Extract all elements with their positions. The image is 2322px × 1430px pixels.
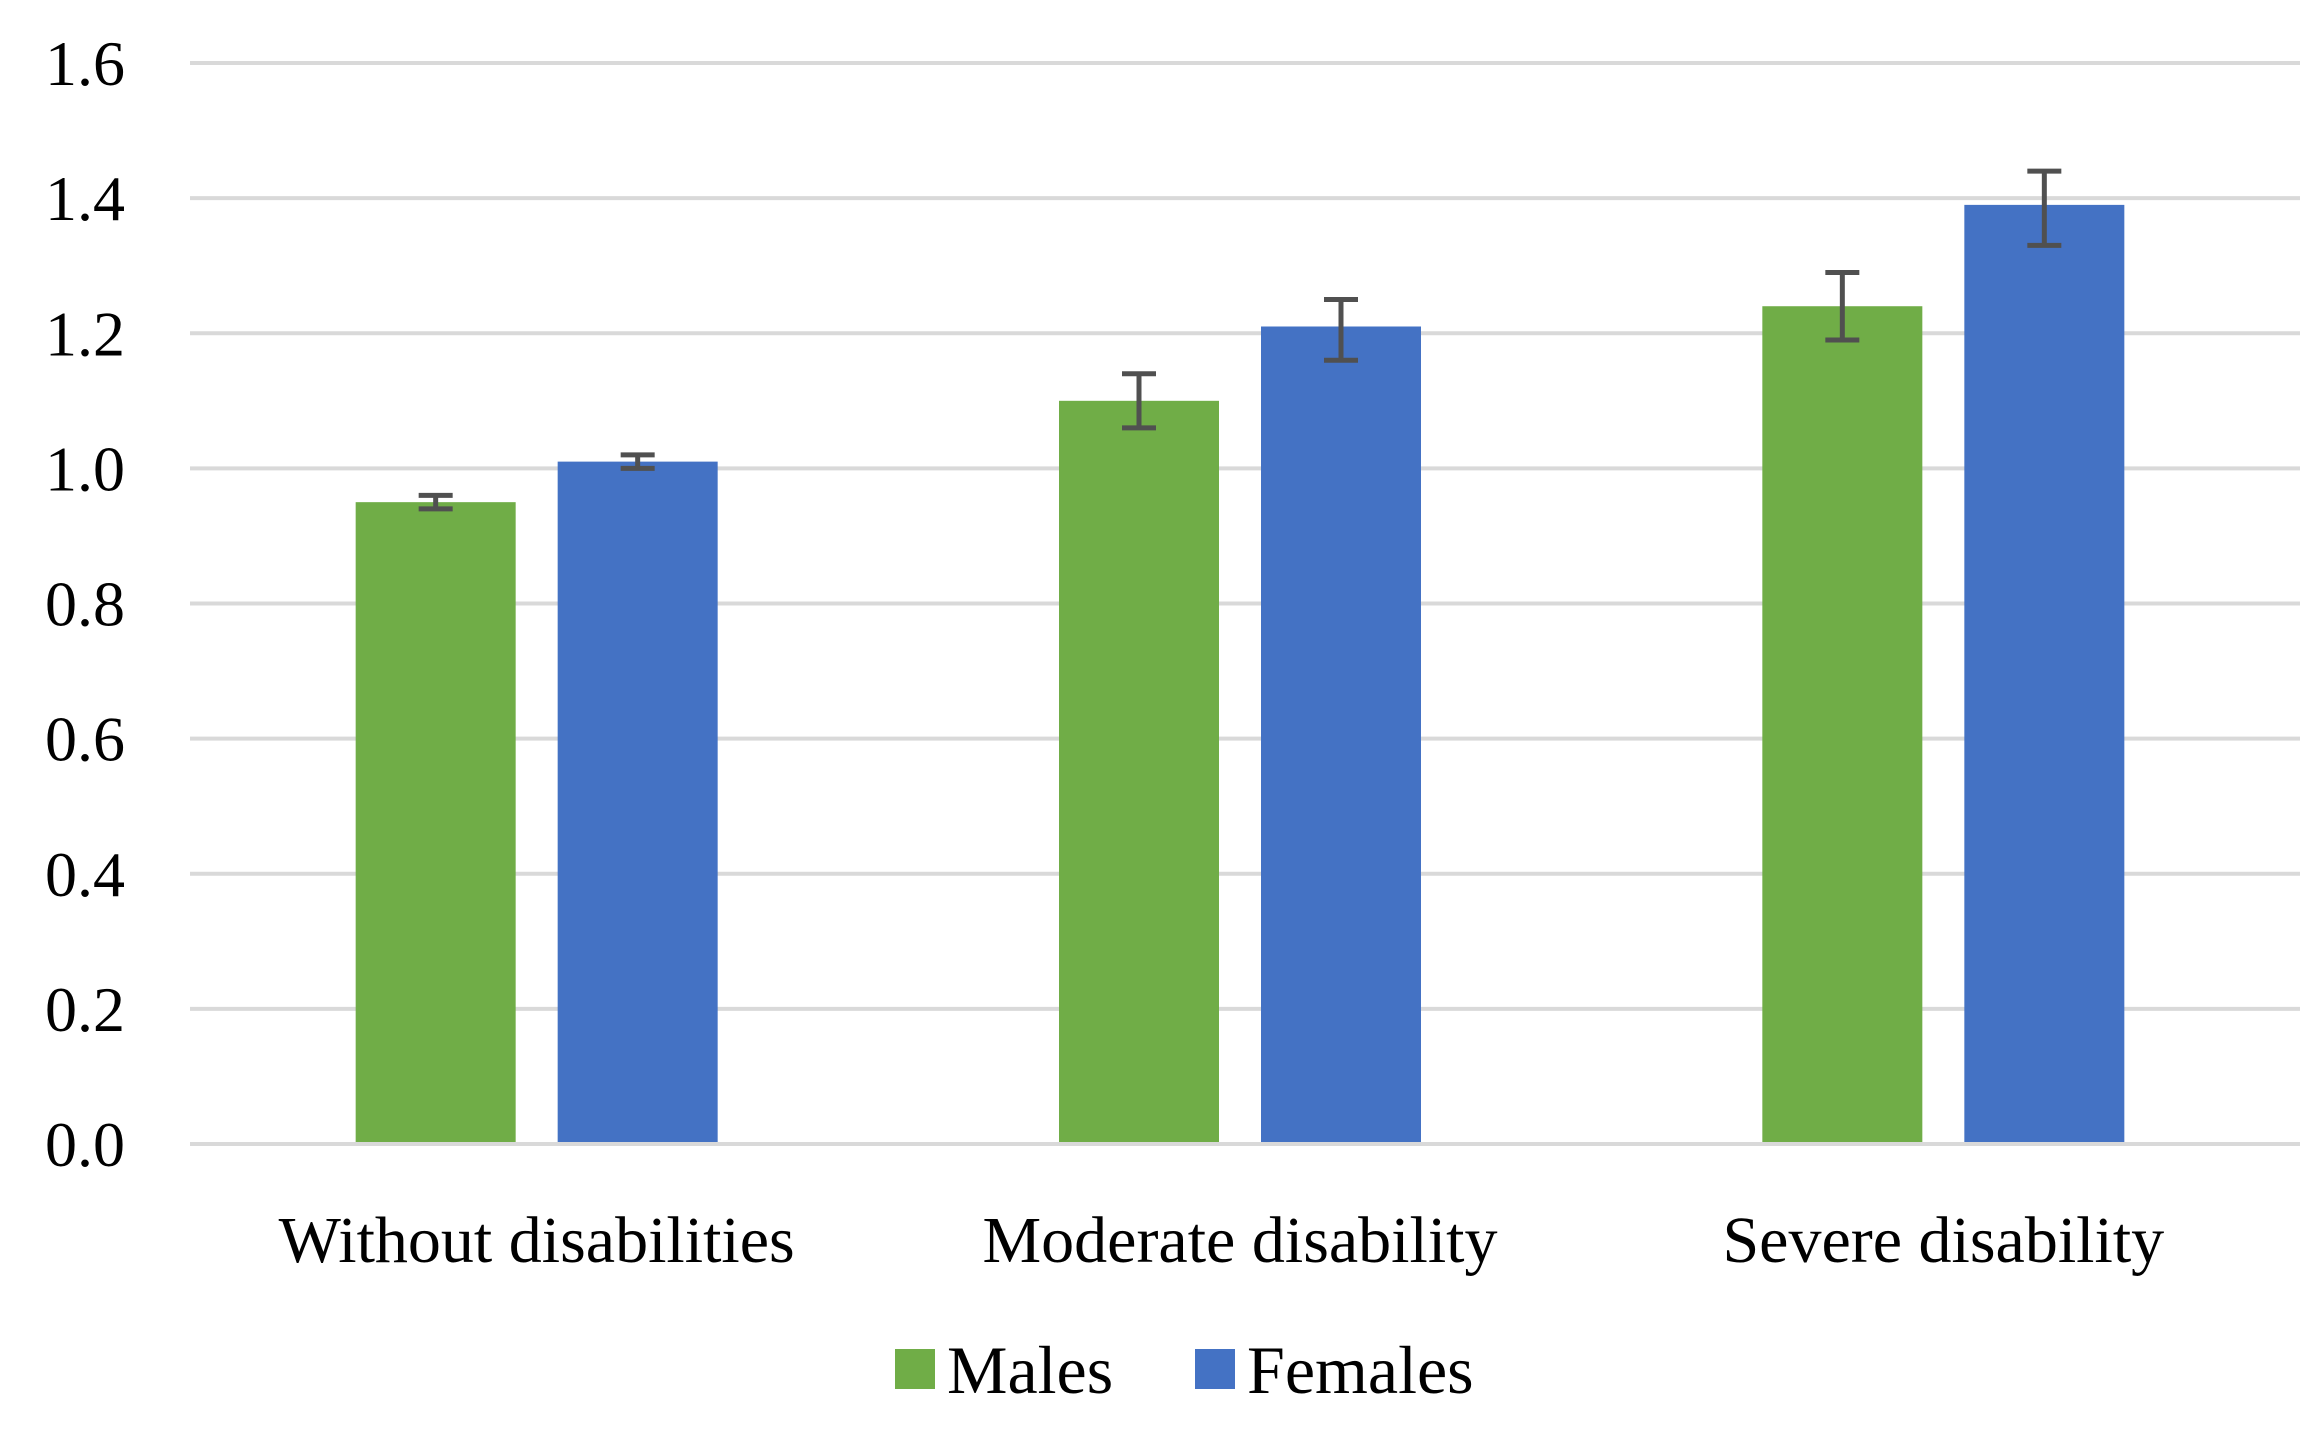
- y-tick-label: 1.4: [45, 163, 125, 234]
- bar-females-1: [557, 461, 718, 1142]
- error-bar: [620, 452, 655, 471]
- x-category-label: Without disabilities: [279, 1204, 795, 1277]
- error-bar: [1825, 269, 1860, 343]
- x-axis-categories: Without disabilities Moderate disability S…: [279, 1204, 2165, 1277]
- y-tick-label: 1.6: [45, 28, 125, 99]
- legend: Males Females: [895, 1332, 1474, 1408]
- error-bars: [418, 168, 2062, 512]
- bars: [355, 204, 2125, 1143]
- y-axis-ticks: 0.0 0.2 0.4 0.6 0.8 1.0 1.2 1.4 1.6: [45, 28, 125, 1180]
- error-bar: [2027, 168, 2062, 248]
- y-tick-label: 0.6: [45, 704, 125, 775]
- y-tick-label: 0.8: [45, 569, 125, 640]
- gridlines: [190, 61, 2300, 1146]
- bar-females-2: [1261, 326, 1421, 1142]
- legend-swatch: [1195, 1349, 1235, 1389]
- y-tick-label: 1.0: [45, 433, 125, 504]
- legend-item-males: Males: [895, 1332, 1113, 1408]
- error-bar: [1324, 296, 1358, 363]
- legend-label: Males: [947, 1332, 1113, 1408]
- y-tick-label: 0.0: [45, 1109, 125, 1180]
- legend-swatch: [895, 1349, 935, 1389]
- bar-males-3: [1762, 306, 1923, 1143]
- y-tick-label: 1.2: [45, 298, 125, 369]
- legend-item-females: Females: [1195, 1332, 1474, 1408]
- legend-label: Females: [1247, 1332, 1474, 1408]
- bar-females-3: [1964, 204, 2125, 1143]
- x-category-label: Moderate disability: [982, 1204, 1497, 1277]
- y-tick-label: 0.2: [45, 974, 125, 1045]
- error-bar: [418, 492, 453, 512]
- bar-males-1: [355, 502, 516, 1142]
- error-bar: [1122, 371, 1156, 431]
- x-category-label: Severe disability: [1722, 1204, 2164, 1277]
- bar-males-2: [1059, 400, 1219, 1142]
- y-tick-label: 0.4: [45, 839, 125, 910]
